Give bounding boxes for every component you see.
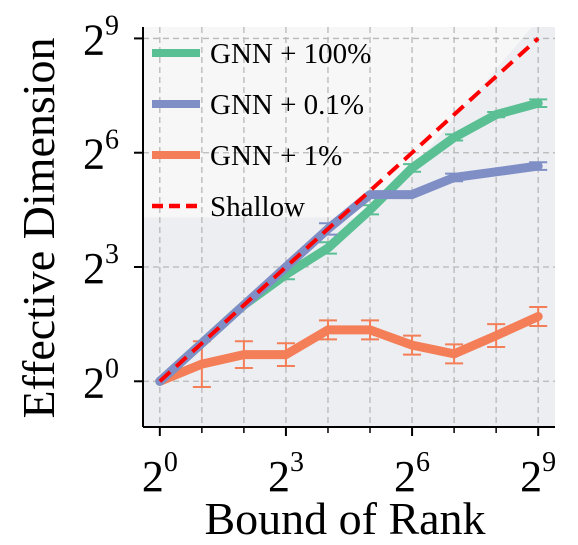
- y-tick-label: 29: [83, 10, 119, 64]
- legend-item: Shallow: [152, 191, 305, 223]
- legend-label: GNN + 100%: [210, 38, 371, 70]
- x-tick-label-exponent: 9: [542, 447, 556, 478]
- y-tick-label-base: 2: [83, 15, 105, 64]
- x-tick-label-base: 2: [394, 452, 416, 501]
- x-tick-label: 26: [394, 447, 430, 501]
- legend-label: GNN + 1%: [210, 140, 342, 172]
- x-axis-label: Bound of Rank: [204, 493, 485, 544]
- series-shallow: [158, 36, 540, 383]
- x-tick-label: 29: [520, 447, 556, 501]
- legend-item: GNN + 1%: [152, 140, 342, 172]
- legend-label: GNN + 0.1%: [210, 89, 364, 121]
- y-tick-label: 20: [83, 353, 119, 407]
- y-tick-label-exponent: 9: [105, 10, 119, 41]
- axes: [134, 27, 555, 436]
- series-layer: [155, 36, 548, 388]
- legend-item: GNN + 0.1%: [152, 89, 364, 121]
- legend: GNN + 100% GNN + 0.1% GNN + 1% Shallow: [152, 38, 371, 223]
- x-tick-label-base: 2: [520, 452, 542, 501]
- region-upper-shade: [143, 27, 532, 218]
- series-line: [155, 312, 543, 386]
- x-tick-label-exponent: 3: [290, 447, 304, 478]
- x-tick-label: 23: [268, 447, 304, 501]
- y-tick-label: 23: [83, 239, 119, 293]
- x-tick-label-base: 2: [142, 452, 164, 501]
- series-line: [158, 36, 540, 383]
- y-tick-label-exponent: 0: [105, 353, 119, 384]
- y-tick-label-base: 2: [83, 358, 105, 407]
- y-tick-label-exponent: 3: [105, 239, 119, 270]
- y-tick-label: 26: [83, 125, 119, 179]
- y-tick-label-exponent: 6: [105, 125, 119, 156]
- x-tick-label-base: 2: [268, 452, 290, 501]
- x-tick-label-exponent: 0: [164, 447, 178, 478]
- y-tick-label-base: 2: [83, 244, 105, 293]
- legend-label: Shallow: [210, 191, 305, 223]
- y-tick-label-base: 2: [83, 130, 105, 179]
- x-tick-label-exponent: 6: [416, 447, 430, 478]
- x-tick-label: 20: [142, 447, 178, 501]
- y-axis-label: Effective Dimension: [13, 37, 64, 418]
- legend-item: GNN + 100%: [152, 38, 371, 70]
